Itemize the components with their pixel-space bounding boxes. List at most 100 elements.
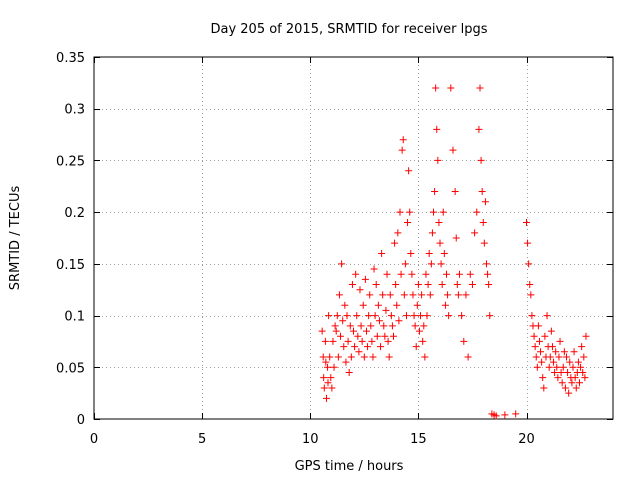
data-point [418,291,426,299]
data-point [364,343,372,351]
data-point [390,332,398,340]
data-point [547,327,555,335]
x-tick-label: 10 [302,432,319,447]
data-point [329,337,337,345]
x-tick-label: 15 [410,432,427,447]
data-point [391,239,399,247]
data-point [455,270,463,278]
x-axis-label: GPS time / hours [295,459,404,474]
data-point [428,229,436,237]
data-point [410,312,418,320]
data-point [534,322,542,330]
y-tick-label: 0.05 [56,361,85,376]
data-point [347,353,355,361]
data-point [372,281,380,289]
data-point [541,332,549,340]
data-point [321,337,329,345]
data-point [370,265,378,273]
y-tick-label: 0.2 [64,206,85,221]
data-point [368,337,376,345]
data-point [479,218,487,226]
data-point [524,239,532,247]
data-point [374,301,382,309]
data-point [383,270,391,278]
data-point [356,286,364,294]
data-point [559,363,567,371]
data-point [477,156,485,164]
data-points [318,84,590,420]
data-point [533,363,541,371]
data-point [565,389,573,397]
data-point [476,84,484,92]
data-point [485,281,493,289]
data-point [330,363,338,371]
data-point [581,374,589,382]
data-point [378,250,386,258]
x-tick-label: 5 [198,432,206,447]
data-point [422,270,430,278]
data-point [340,343,348,351]
data-point [324,363,332,371]
data-point [385,353,393,361]
data-point [526,281,534,289]
data-point [322,358,330,366]
y-tick-label: 0.15 [56,258,85,273]
data-point [501,411,509,419]
data-point [579,368,587,376]
data-point [417,312,425,320]
data-point [334,353,342,361]
data-point [353,312,361,320]
data-point [348,281,356,289]
data-point [373,332,381,340]
data-point [578,343,586,351]
data-point [552,348,560,356]
data-point [335,291,343,299]
data-point [371,312,379,320]
data-point [560,348,568,356]
data-point [569,363,577,371]
data-point [423,312,431,320]
data-point [434,156,442,164]
data-point [580,353,588,361]
data-point [438,281,446,289]
data-point [442,270,450,278]
data-point [430,208,438,216]
data-point [480,239,488,247]
data-point [424,281,432,289]
data-point [449,146,457,154]
data-point [360,353,368,361]
y-tick-label: 0.35 [56,51,85,66]
data-point [512,410,520,418]
y-tick-label: 0 [77,413,85,428]
data-point [444,291,452,299]
data-point [405,167,413,175]
data-point [451,187,459,195]
data-point [466,270,474,278]
data-point [358,337,366,345]
data-point [396,208,404,216]
x-tick-label: 20 [518,432,535,447]
data-point [394,229,402,237]
data-point [414,281,422,289]
data-point [324,379,332,387]
data-point [397,270,405,278]
data-point [339,317,347,325]
y-tick-label: 0.25 [56,154,85,169]
data-point [492,412,500,420]
chart-title: Day 205 of 2015, SRMTID for receiver lpg… [210,22,487,37]
data-point [566,358,574,366]
data-point [546,353,554,361]
data-point [452,234,460,242]
data-point [582,332,590,340]
data-point [538,358,546,366]
y-tick-label: 0.3 [64,103,85,118]
data-point [386,291,394,299]
data-point [535,337,543,345]
data-point [439,208,447,216]
data-point [556,337,564,345]
data-point [342,358,350,366]
data-point [478,187,486,195]
data-point [481,198,489,206]
data-point [420,322,428,330]
